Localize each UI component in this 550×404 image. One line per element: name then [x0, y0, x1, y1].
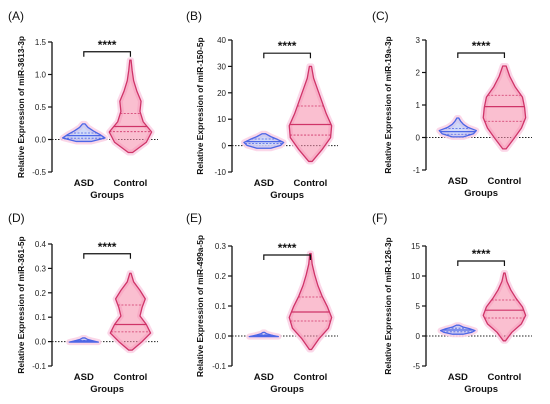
- y-tick-label: 0.0: [215, 332, 227, 341]
- y-tick-label: -1: [413, 166, 421, 175]
- y-tick-label: 0: [416, 134, 421, 143]
- violin-control: [108, 59, 153, 154]
- x-axis-label: Groups: [464, 384, 498, 395]
- y-tick-label: 20: [217, 89, 226, 98]
- y-axis-label: Relative Expression of miR-126-3p: [383, 237, 393, 374]
- panel-0: (A) Relative Expression of miR-3613-3p -0.…: [8, 9, 158, 201]
- y-tick-label: 0.0: [35, 338, 47, 347]
- significance-marker: ****: [278, 241, 297, 255]
- panel-label: (D): [8, 211, 25, 225]
- x-category-label: Control: [114, 178, 148, 189]
- x-category-label: Control: [488, 176, 522, 187]
- y-tick-label: 10: [411, 272, 420, 281]
- y-axis-label: Relative Expression of miR-3613-3p: [16, 36, 26, 178]
- y-tick-label: 40: [217, 36, 226, 45]
- x-category-label: ASD: [74, 178, 94, 189]
- significance-bracket: [83, 253, 132, 259]
- x-category-label: ASD: [448, 176, 468, 187]
- significance-bracket: [83, 51, 132, 57]
- violin-asd: [61, 123, 106, 143]
- y-tick-label: -0.5: [32, 168, 46, 177]
- y-tick-label: 1.5: [35, 38, 47, 47]
- y-tick-label: 1: [416, 101, 421, 110]
- violin-control: [482, 272, 527, 342]
- x-category-label: Control: [114, 372, 148, 383]
- x-category-label: ASD: [254, 178, 274, 189]
- x-axis-label: Groups: [464, 188, 498, 199]
- y-axis-label: Relative Expression of miR-361-5p: [16, 236, 26, 373]
- y-tick-label: 0.3: [35, 264, 47, 273]
- y-axis-label: Relative Expression of miR-150-5p: [195, 37, 205, 174]
- y-axis-label: Relative Expression of miR-499a-5p: [195, 235, 205, 377]
- panel-label: (B): [186, 9, 202, 23]
- panel-4: (E) Relative Expression of miR-499a-5p -0.…: [186, 211, 338, 395]
- y-tick-label: 0.3: [215, 242, 227, 251]
- y-tick-label: 10: [217, 115, 226, 124]
- violin-control: [288, 65, 333, 163]
- panel-label: (E): [186, 211, 202, 225]
- significance-marker: ****: [472, 39, 491, 53]
- significance-marker: ****: [98, 240, 117, 254]
- y-tick-label: -10: [214, 168, 226, 177]
- significance-marker: ****: [472, 247, 491, 261]
- panel-label: (C): [372, 9, 389, 23]
- y-tick-label: 0.0: [35, 136, 47, 145]
- panel-label: (A): [8, 9, 24, 23]
- y-tick-label: 30: [217, 62, 226, 71]
- significance-bracket: [457, 52, 506, 58]
- x-category-label: ASD: [74, 372, 94, 383]
- x-category-label: Control: [294, 178, 328, 189]
- y-tick-label: 0: [416, 332, 421, 341]
- x-axis-label: Groups: [90, 190, 124, 201]
- y-tick-label: 0.4: [35, 240, 47, 249]
- panel-label: (F): [372, 211, 387, 225]
- x-axis-label: Groups: [270, 190, 304, 201]
- panel-2: (C) Relative Expression of miR-19a-3p -1 0 1…: [372, 9, 532, 199]
- y-tick-label: 0.5: [35, 103, 47, 112]
- x-category-label: Control: [294, 372, 328, 383]
- violin-control: [482, 65, 527, 150]
- y-tick-label: 0.1: [215, 302, 227, 311]
- y-tick-label: 0.1: [35, 313, 47, 322]
- y-tick-label: -0.1: [212, 362, 226, 371]
- significance-marker: ****: [278, 39, 297, 53]
- y-tick-label: 3: [416, 36, 421, 45]
- panel-3: (D) Relative Expression of miR-361-5p -0.1…: [8, 211, 158, 395]
- y-tick-label: 2: [416, 69, 421, 78]
- significance-bracket: [263, 52, 312, 59]
- y-tick-label: 1.0: [35, 71, 47, 80]
- y-tick-label: 5: [416, 302, 421, 311]
- x-category-label: ASD: [448, 372, 468, 383]
- x-category-label: Control: [488, 372, 522, 383]
- y-tick-label: 0.2: [215, 272, 227, 281]
- y-tick-label: 0: [222, 142, 227, 151]
- y-tick-label: 15: [411, 242, 420, 251]
- y-axis-label: Relative Expression of miR-19a-3p: [383, 36, 393, 173]
- y-tick-label: -0.1: [32, 362, 46, 371]
- significance-marker: ****: [98, 38, 117, 52]
- y-tick-label: -5: [413, 362, 421, 371]
- y-tick-label: 0.2: [35, 289, 47, 298]
- panel-5: (F) Relative Expression of miR-126-3p -5 0 5…: [372, 211, 532, 395]
- x-axis-label: Groups: [90, 384, 124, 395]
- x-axis-label: Groups: [270, 384, 304, 395]
- significance-bracket: [457, 260, 506, 266]
- violin-asd: [243, 133, 285, 149]
- panel-1: (B) Relative Expression of miR-150-5p -10 0…: [186, 9, 338, 201]
- x-category-label: ASD: [254, 372, 274, 383]
- significance-bracket: [263, 254, 312, 260]
- violin-control: [109, 272, 152, 351]
